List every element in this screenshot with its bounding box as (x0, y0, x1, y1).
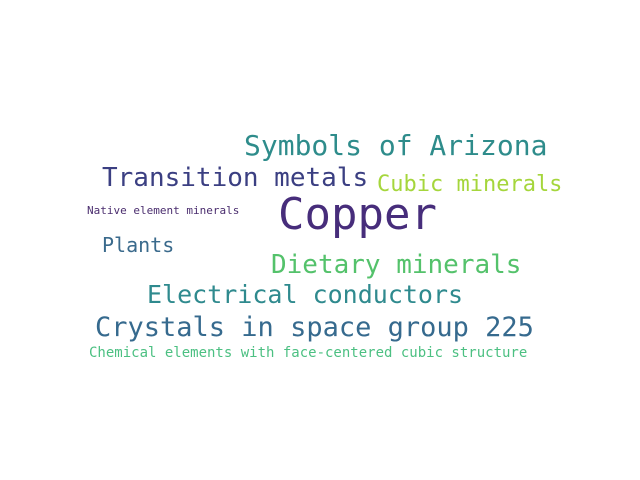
word-electrical-conductors: Electrical conductors (147, 280, 464, 309)
word-transition-metals: Transition metals (102, 163, 369, 193)
word-crystals-in-space-group-225: Crystals in space group 225 (95, 312, 534, 343)
word-dietary-minerals: Dietary minerals (271, 250, 522, 280)
word-cubic-minerals: Cubic minerals (377, 172, 563, 197)
word-copper: Copper (278, 189, 437, 240)
word-native-element-minerals: Native element minerals (87, 204, 240, 217)
word-chemical-elements-fcc: Chemical elements with face-centered cub… (89, 345, 528, 361)
word-symbols-of-arizona: Symbols of Arizona (244, 129, 548, 162)
word-plants: Plants (102, 233, 175, 257)
